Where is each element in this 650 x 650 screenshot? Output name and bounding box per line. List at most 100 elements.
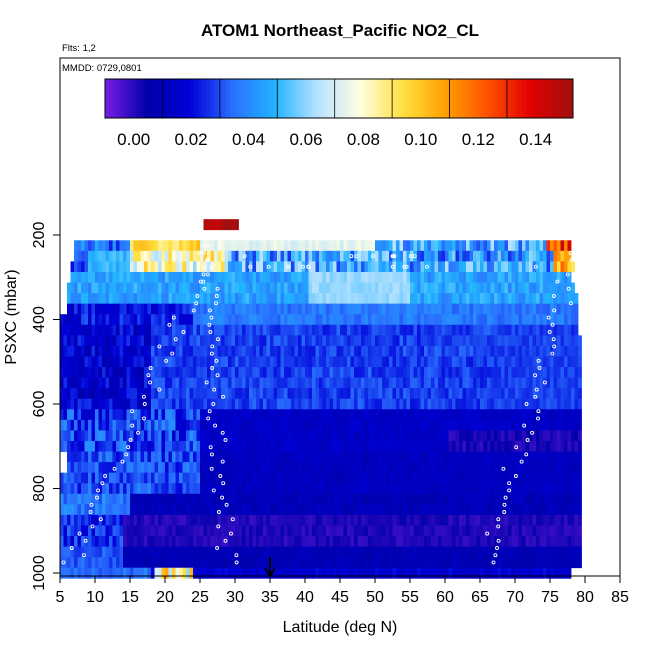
heatmap-cell <box>532 567 537 579</box>
heatmap-cell <box>480 567 484 579</box>
heatmap-cell <box>105 335 110 347</box>
heatmap-cell <box>361 303 365 315</box>
heatmap-cell <box>245 367 250 378</box>
heatmap-cell <box>245 419 250 431</box>
heatmap-cell <box>91 483 96 495</box>
heatmap-cell <box>158 303 162 315</box>
heatmap-cell <box>368 282 372 294</box>
heatmap-cell <box>273 324 278 336</box>
heatmap-cell <box>515 546 519 558</box>
heatmap-cell <box>504 388 509 400</box>
heatmap-cell <box>378 409 383 421</box>
heatmap-cell <box>378 367 383 378</box>
heatmap-cell <box>424 462 428 474</box>
heatmap-cell <box>217 314 222 326</box>
heatmap-cell <box>368 356 372 368</box>
heatmap-cell <box>221 345 225 357</box>
heatmap-cell <box>228 483 232 495</box>
heatmap-cell <box>77 345 82 357</box>
heatmap-cell <box>252 398 257 410</box>
heatmap-cell <box>326 514 330 526</box>
heatmap-cell <box>532 472 537 484</box>
heatmap-cell <box>81 271 85 283</box>
heatmap-cell <box>466 250 470 262</box>
heatmap-cell <box>284 504 288 516</box>
heatmap-cell <box>452 345 456 357</box>
heatmap-cell <box>536 504 540 516</box>
heatmap-cell <box>525 504 530 516</box>
heatmap-cell <box>123 504 127 516</box>
heatmap-cell <box>175 514 180 526</box>
heatmap-cell <box>343 250 348 262</box>
heatmap-cell <box>336 367 341 378</box>
heatmap-cell <box>256 419 260 431</box>
heatmap-cell <box>74 451 78 463</box>
heatmap-cell <box>249 314 253 326</box>
heatmap-cell <box>539 398 544 410</box>
heatmap-cell <box>511 240 516 252</box>
heatmap-cell <box>490 367 495 378</box>
observation-point <box>234 553 239 558</box>
heatmap-cell <box>420 398 425 410</box>
heatmap-cell <box>319 398 323 410</box>
heatmap-cell <box>403 271 407 283</box>
observation-point <box>496 517 501 522</box>
heatmap-cell <box>182 493 187 505</box>
heatmap-cell <box>280 536 285 547</box>
heatmap-cell <box>74 409 78 421</box>
heatmap-cell <box>564 514 568 526</box>
heatmap-cell <box>102 451 106 463</box>
heatmap-cell <box>116 250 120 262</box>
heatmap-cell <box>462 388 467 400</box>
heatmap-cell <box>207 567 211 579</box>
observation-point <box>306 264 311 269</box>
heatmap-cell <box>221 324 225 336</box>
heatmap-cell <box>445 409 449 421</box>
heatmap-cell <box>571 557 575 569</box>
heatmap-cell <box>322 409 327 421</box>
heatmap-cell <box>469 367 474 378</box>
heatmap-cell <box>336 440 341 452</box>
heatmap-cell <box>203 525 208 537</box>
heatmap-cell <box>259 335 264 347</box>
heatmap-cell <box>550 483 554 495</box>
heatmap-cell <box>109 250 113 262</box>
heatmap-cell <box>238 377 243 389</box>
heatmap-cell <box>81 525 85 537</box>
heatmap-cell <box>224 493 229 505</box>
heatmap-cell <box>322 546 327 558</box>
heatmap-cell <box>476 314 481 326</box>
heatmap-cell <box>574 356 579 368</box>
heatmap-cell <box>294 388 299 400</box>
heatmap-cell <box>154 419 159 431</box>
colorbar-segment <box>315 79 320 118</box>
heatmap-cell <box>158 536 162 547</box>
heatmap-cell <box>273 250 278 262</box>
heatmap-cell <box>557 250 561 262</box>
heatmap-cell <box>270 377 274 389</box>
heatmap-cell <box>550 345 554 357</box>
heatmap-cell <box>301 388 306 400</box>
heatmap-cell <box>88 409 92 421</box>
heatmap-cell <box>357 514 362 526</box>
heatmap-cell <box>256 271 260 283</box>
heatmap-cell <box>462 409 467 421</box>
heatmap-cell <box>375 440 379 452</box>
heatmap-cell <box>74 525 78 537</box>
heatmap-cell <box>406 536 411 547</box>
heatmap-cell <box>560 303 565 315</box>
heatmap-cell <box>518 303 523 315</box>
heatmap-cell <box>193 356 197 368</box>
heatmap-cell <box>420 345 425 357</box>
heatmap-cell <box>88 472 92 484</box>
colorbar-segment <box>225 79 231 118</box>
heatmap-cell <box>336 377 341 389</box>
heatmap-cell <box>480 483 484 495</box>
heatmap-cell <box>228 567 232 579</box>
heatmap-cell <box>312 271 316 283</box>
heatmap-cell <box>417 388 421 400</box>
heatmap-cell <box>158 440 162 452</box>
heatmap-cell <box>434 282 439 294</box>
heatmap-cell <box>63 409 68 421</box>
heatmap-cell <box>578 525 582 537</box>
